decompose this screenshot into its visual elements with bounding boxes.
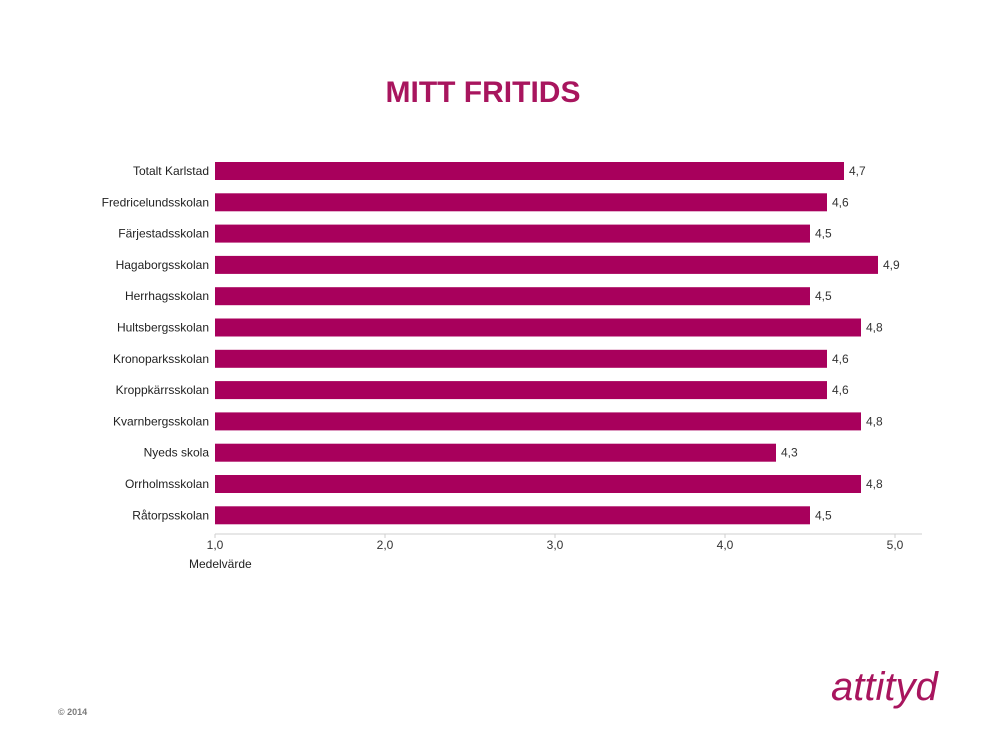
category-label: Totalt Karlstad (133, 164, 209, 178)
bar (215, 443, 776, 462)
category-label: Färjestadsskolan (118, 227, 209, 241)
data-label: 4,5 (815, 289, 832, 303)
data-label: 4,7 (849, 164, 866, 178)
category-label: Kronoparksskolan (113, 352, 209, 366)
data-label: 4,3 (781, 446, 798, 460)
logo-text: attityd (831, 668, 939, 709)
attityd-logo: attityd (831, 668, 939, 709)
category-label: Hultsbergsskolan (117, 321, 209, 335)
x-tick-label: 4,0 (717, 538, 734, 552)
bar (215, 193, 827, 212)
x-tick-label: 2,0 (377, 538, 394, 552)
bar (215, 381, 827, 400)
data-label: 4,6 (832, 352, 849, 366)
category-label: Råtorpsskolan (132, 508, 209, 522)
data-label: 4,5 (815, 508, 832, 522)
category-label: Kroppkärrsskolan (116, 383, 209, 397)
bar (215, 162, 844, 180)
category-label: Kvarnbergsskolan (113, 414, 209, 428)
x-axis-title: Medelvärde (189, 557, 252, 571)
data-label: 4,5 (815, 227, 832, 241)
bar (215, 255, 878, 274)
x-tick-label: 1,0 (207, 538, 224, 552)
bar (215, 412, 861, 431)
x-tick-label: 5,0 (887, 538, 904, 552)
bar (215, 287, 810, 306)
x-tick-label: 3,0 (547, 538, 564, 552)
data-label: 4,8 (866, 321, 883, 335)
data-label: 4,6 (832, 195, 849, 209)
category-label: Herrhagsskolan (125, 289, 209, 303)
category-label: Nyeds skola (144, 446, 210, 460)
category-label: Fredricelundsskolan (102, 195, 209, 209)
category-label: Hagaborgsskolan (116, 258, 209, 272)
category-label: Orrholmsskolan (125, 477, 209, 491)
copyright-text: © 2014 (58, 707, 88, 717)
page-title: MITT FRITIDS (385, 76, 581, 109)
bar (215, 475, 861, 493)
data-label: 4,9 (883, 258, 900, 272)
bar (215, 318, 861, 337)
data-label: 4,8 (866, 477, 883, 491)
data-label: 4,8 (866, 414, 883, 428)
bar (215, 224, 810, 243)
bar (215, 506, 810, 525)
bar (215, 349, 827, 368)
data-label: 4,6 (832, 383, 849, 397)
